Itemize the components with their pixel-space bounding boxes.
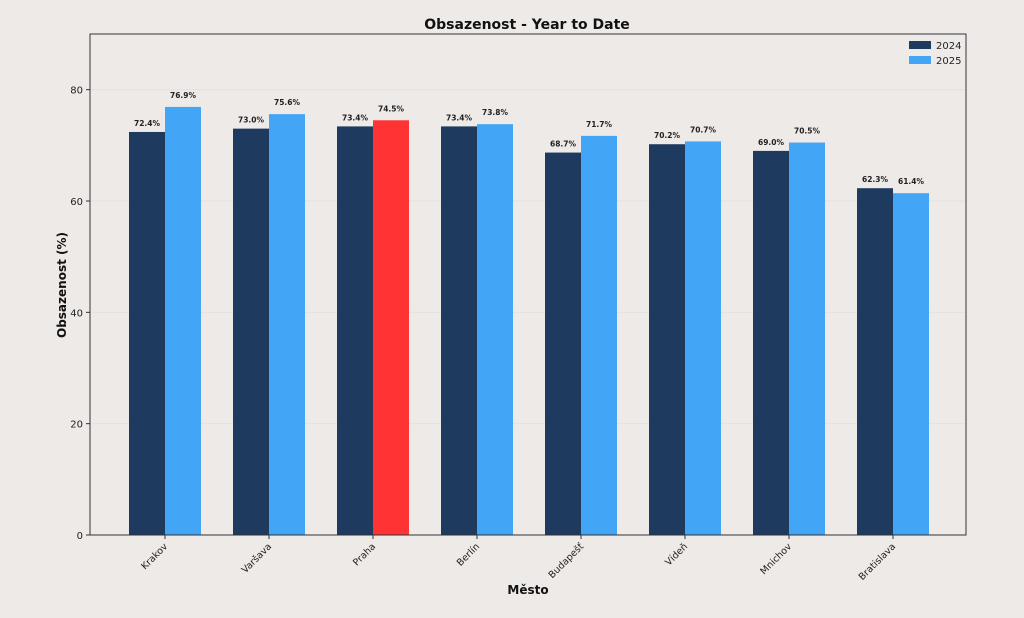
- data-label-krakov-2024: 72.4%: [134, 119, 161, 128]
- y-tick-label: 40: [70, 308, 83, 319]
- bar-krakov-2024: [129, 131, 165, 535]
- bar-budapest-2025: [581, 135, 617, 535]
- y-tick-label: 20: [70, 420, 83, 431]
- x-axis: Krakov Varšava Praha Berlín Budapešť Vídeň Mni…: [139, 535, 898, 583]
- x-axis-label: Město: [507, 583, 548, 597]
- data-label-budapest-2025: 71.7%: [586, 120, 613, 129]
- bar-berlin-2024: [441, 126, 477, 535]
- data-label-berlin-2024: 73.4%: [446, 113, 473, 122]
- data-label-viden-2025: 70.7%: [690, 125, 717, 134]
- legend-swatch-2025: [909, 56, 931, 64]
- data-label-praha-2025: 74.5%: [378, 104, 405, 113]
- bar-krakov-2025: [165, 106, 201, 535]
- data-label-varsava-2025: 75.6%: [274, 98, 301, 107]
- bar-berlin-2025: [477, 124, 513, 536]
- bar-mnichov-2025: [789, 142, 825, 536]
- x-tick-label-viden: Vídeň: [663, 541, 690, 568]
- y-axis-label: Obsazenost (%): [55, 232, 69, 338]
- x-tick-label-mnichov: Mnichov: [758, 541, 794, 577]
- data-label-varsava-2024: 73.0%: [238, 116, 265, 125]
- data-label-viden-2024: 70.2%: [654, 131, 681, 140]
- data-label-berlin-2025: 73.8%: [482, 108, 509, 117]
- legend-label-2024: 2024: [936, 41, 961, 52]
- bar-praha-2025: [373, 120, 409, 536]
- data-label-mnichov-2025: 70.5%: [794, 127, 821, 136]
- data-label-bratislava-2025: 61.4%: [898, 177, 925, 186]
- chart-title: Obsazenost - Year to Date: [424, 17, 630, 33]
- bar-bratislava-2025: [893, 193, 929, 535]
- bar-budapest-2024: [545, 152, 581, 535]
- bar-viden-2024: [649, 144, 685, 535]
- x-tick-label-budapest: Budapešť: [547, 541, 587, 581]
- bar-bratislava-2024: [857, 188, 893, 536]
- bar-viden-2025: [685, 141, 721, 536]
- x-tick-label-krakov: Krakov: [139, 541, 170, 572]
- data-label-bratislava-2024: 62.3%: [862, 175, 889, 184]
- bar-mnichov-2024: [753, 150, 789, 535]
- gridlines: [90, 89, 966, 425]
- bar-varsava-2024: [233, 128, 269, 535]
- y-axis: 0 20 40 60 80: [70, 86, 90, 542]
- x-tick-label-praha: Praha: [351, 541, 378, 568]
- legend-label-2025: 2025: [936, 56, 961, 67]
- data-label-praha-2024: 73.4%: [342, 113, 369, 122]
- bars: [129, 106, 929, 536]
- data-label-mnichov-2024: 69.0%: [758, 138, 785, 147]
- y-tick-label: 0: [77, 531, 83, 542]
- data-labels: 72.4% 76.9% 73.0% 75.6% 73.4% 74.5% 73.4% 73.8%…: [134, 91, 925, 186]
- x-tick-label-berlin: Berlín: [455, 541, 482, 568]
- data-label-budapest-2024: 68.7%: [550, 140, 577, 149]
- legend-swatch-2024: [909, 41, 931, 49]
- data-label-krakov-2025: 76.9%: [170, 91, 197, 100]
- y-tick-label: 60: [70, 197, 83, 208]
- bar-praha-2024: [337, 126, 373, 535]
- plot-frame: [89, 33, 967, 536]
- y-tick-label: 80: [70, 86, 83, 97]
- x-tick-label-varsava: Varšava: [240, 541, 274, 575]
- legend: 2024 2025: [909, 41, 961, 67]
- bar-varsava-2025: [269, 114, 305, 535]
- x-tick-label-bratislava: Bratislava: [857, 541, 898, 582]
